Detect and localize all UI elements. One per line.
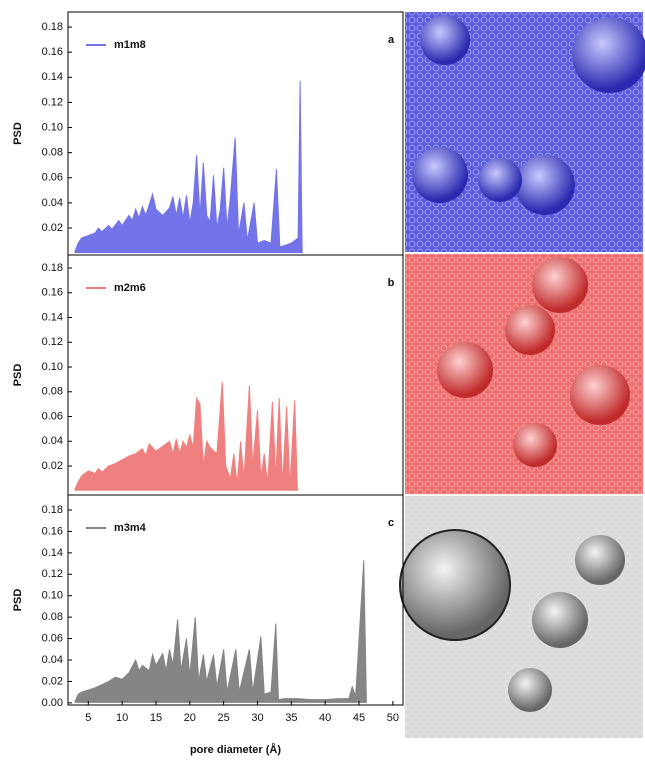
y-axis-label: PSD	[12, 589, 24, 612]
legend-label: m2m6	[114, 282, 146, 294]
y-tick-label: 0.04	[42, 197, 63, 209]
x-tick-label: 25	[218, 712, 230, 724]
legend-label: m3m4	[114, 522, 147, 534]
y-tick-label: 0.02	[42, 222, 63, 234]
panel-letter: c	[388, 517, 394, 529]
y-tick-label: 0.08	[42, 386, 63, 398]
y-tick-label: 0.14	[42, 547, 63, 559]
x-tick-label: 30	[251, 712, 263, 724]
y-tick-label: 0.12	[42, 336, 63, 348]
x-tick-label: 15	[150, 712, 162, 724]
panel-letter: a	[388, 34, 395, 46]
y-tick-label: 0.14	[42, 71, 63, 83]
y-tick-label: 0.12	[42, 96, 63, 108]
x-tick-label: 10	[116, 712, 128, 724]
y-tick-label: 0.02	[42, 460, 63, 472]
x-tick-label: 5	[85, 712, 91, 724]
x-tick-label: 40	[319, 712, 331, 724]
panel-letter: b	[388, 277, 395, 289]
area-fill	[74, 81, 303, 254]
y-tick-label: 0.06	[42, 172, 63, 184]
y-tick-label: 0.06	[42, 410, 63, 422]
structure-images	[399, 12, 645, 738]
y-tick-label: 0.08	[42, 147, 63, 159]
x-tick-label: 20	[184, 712, 196, 724]
y-tick-label: 0.18	[42, 504, 63, 516]
x-tick-label: 35	[285, 712, 297, 724]
y-axis-label: PSD	[12, 364, 24, 387]
x-axis-label: pore diameter (Å)	[190, 743, 281, 756]
y-tick-label: 0.10	[42, 590, 63, 602]
y-tick-label: 0.10	[42, 121, 63, 133]
y-tick-label: 0.12	[42, 568, 63, 580]
y-tick-label: 0.16	[42, 287, 63, 299]
area-line	[74, 381, 298, 491]
y-tick-label: 0.10	[42, 361, 63, 373]
area-line	[74, 560, 367, 703]
y-tick-label: 0.04	[42, 654, 63, 666]
y-tick-label: 0.18	[42, 21, 63, 33]
y-axis-label: PSD	[12, 122, 24, 145]
y-tick-label: 0.14	[42, 311, 63, 323]
area-fill	[74, 381, 298, 491]
y-tick-label: 0.16	[42, 525, 63, 537]
y-tick-label: 0.16	[42, 46, 63, 58]
legend-label: m1m8	[114, 39, 146, 51]
y-tick-label: 0.00	[42, 697, 63, 709]
area-line	[74, 81, 303, 254]
x-tick-label: 45	[353, 712, 365, 724]
y-tick-label: 0.04	[42, 435, 63, 447]
y-tick-label: 0.08	[42, 611, 63, 623]
y-tick-label: 0.06	[42, 632, 63, 644]
plot-frame	[67, 494, 404, 706]
x-tick-label: 50	[387, 712, 399, 724]
area-fill	[74, 560, 367, 703]
y-tick-label: 0.18	[42, 262, 63, 274]
y-tick-label: 0.02	[42, 675, 63, 687]
